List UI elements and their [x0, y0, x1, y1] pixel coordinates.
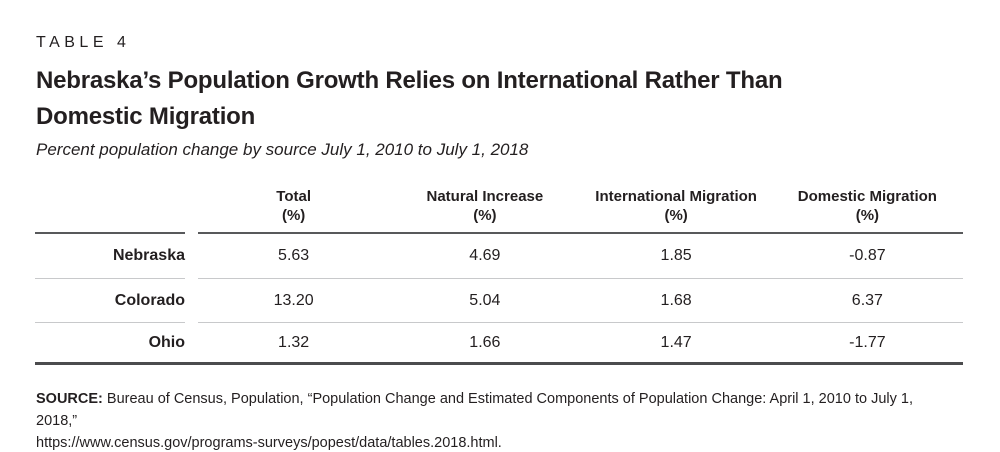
row-label-colorado: Colorado — [35, 278, 185, 322]
figure-subtitle: Percent population change by source July… — [36, 140, 529, 159]
cell-nebraska-total: 5.63 — [278, 247, 310, 264]
column-header-natural-increase: Natural Increase (%) — [389, 187, 580, 232]
column-header-total: Total (%) — [198, 187, 389, 232]
column-gap — [185, 278, 198, 322]
column-gap — [185, 322, 198, 362]
column-header-total-name: Total — [276, 188, 311, 205]
column-header-domestic-migration: Domestic Migration (%) — [772, 187, 963, 232]
source-url: https://www.census.gov/programs-surveys/… — [36, 435, 502, 451]
column-gap — [185, 234, 198, 278]
row-cells: 5.63 4.69 1.85 -0.87 — [198, 234, 963, 278]
table-row-ohio: Ohio 1.32 1.66 1.47 -1.77 — [35, 322, 963, 362]
column-gap — [185, 187, 198, 234]
cell-colorado-international-migration: 1.68 — [660, 292, 692, 309]
figure-title: Nebraska’s Population Growth Relies on I… — [36, 63, 964, 135]
source-label: SOURCE: — [36, 391, 103, 407]
source-note: SOURCE: Bureau of Census, Population, “P… — [36, 388, 936, 452]
cell-ohio-natural-increase: 1.66 — [469, 334, 501, 351]
table-bottom-rule — [35, 362, 963, 365]
source-citation: Bureau of Census, Population, “Populatio… — [36, 391, 913, 429]
column-header-total-unit: (%) — [281, 207, 306, 224]
column-header-domestic-migration-unit: (%) — [855, 207, 880, 224]
figure-title-line-1: Nebraska’s Population Growth Relies on I… — [36, 67, 783, 94]
column-header-domestic-migration-name: Domestic Migration — [797, 188, 937, 205]
data-table: Total (%) Natural Increase (%) Internati… — [35, 187, 963, 365]
cell-ohio-total: 1.32 — [278, 334, 310, 351]
table-number-label: TABLE 4 — [36, 34, 131, 51]
table-row-nebraska: Nebraska 5.63 4.69 1.85 -0.87 — [35, 234, 963, 278]
column-header-natural-increase-name: Natural Increase — [426, 188, 544, 205]
cell-colorado-total: 13.20 — [273, 292, 314, 309]
table-header-row: Total (%) Natural Increase (%) Internati… — [35, 187, 963, 234]
cell-ohio-domestic-migration: -1.77 — [849, 334, 886, 351]
figure-title-line-2: Domestic Migration — [36, 103, 256, 130]
cell-nebraska-international-migration: 1.85 — [660, 247, 692, 264]
table-body: Nebraska 5.63 4.69 1.85 -0.87 Colorado 1… — [35, 234, 963, 362]
cell-colorado-natural-increase: 5.04 — [469, 292, 501, 309]
cell-ohio-international-migration: 1.47 — [660, 334, 692, 351]
column-header-international-migration: International Migration (%) — [581, 187, 772, 232]
column-header-international-migration-unit: (%) — [664, 207, 688, 224]
row-cells: 13.20 5.04 1.68 6.37 — [198, 278, 963, 322]
cell-colorado-domestic-migration: 6.37 — [851, 292, 883, 309]
row-label-ohio: Ohio — [35, 322, 185, 362]
cell-nebraska-natural-increase: 4.69 — [469, 247, 501, 264]
column-header-natural-increase-unit: (%) — [473, 207, 497, 224]
row-label-nebraska: Nebraska — [112, 247, 185, 264]
row-cells: 1.32 1.66 1.47 -1.77 — [198, 322, 963, 362]
header-cells: Total (%) Natural Increase (%) Internati… — [198, 187, 963, 234]
table-row-colorado: Colorado 13.20 5.04 1.68 6.37 — [35, 278, 963, 322]
cell-nebraska-domestic-migration: -0.87 — [849, 247, 886, 264]
column-header-international-migration-name: International Migration — [595, 188, 757, 205]
header-label-spacer — [35, 187, 185, 234]
